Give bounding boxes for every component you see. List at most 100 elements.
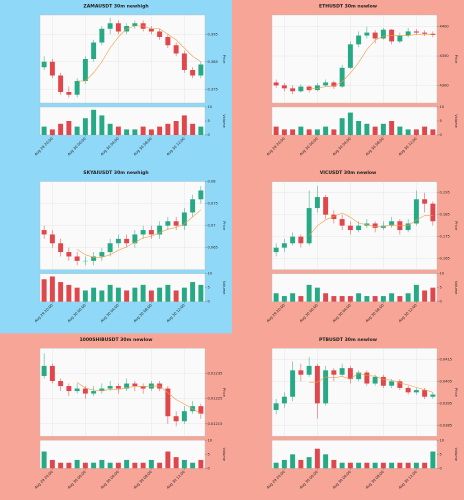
volume-bar bbox=[430, 451, 436, 469]
volume-bar bbox=[405, 462, 411, 469]
candle-body bbox=[132, 234, 138, 244]
volume-axis-label: Volume bbox=[454, 281, 458, 295]
y-tick-label: 0.07 bbox=[208, 224, 216, 228]
candle-body bbox=[115, 238, 121, 244]
candle-body bbox=[364, 372, 370, 384]
volume-bar bbox=[306, 457, 312, 469]
candle-body bbox=[339, 368, 345, 375]
y-tick-label: 0.0385 bbox=[440, 423, 453, 427]
candle-body bbox=[380, 376, 386, 386]
volume-bar bbox=[140, 284, 146, 302]
volume-bar bbox=[140, 126, 146, 135]
chart-title: 1000SHIBUSDT 30m newlow bbox=[79, 337, 153, 343]
volume-axis-label: Volume bbox=[454, 448, 458, 462]
volume-bar bbox=[314, 287, 320, 302]
volume-bar bbox=[165, 123, 171, 135]
y-tick-label: 0.075 bbox=[208, 202, 218, 206]
candle-body bbox=[157, 225, 163, 235]
candle-body bbox=[173, 416, 179, 422]
candle-body bbox=[148, 28, 154, 32]
y-tick-label: 0.01235 bbox=[208, 371, 223, 375]
candle-body bbox=[41, 61, 47, 68]
volume-bar bbox=[140, 462, 146, 469]
volume-bar bbox=[364, 296, 370, 302]
volume-bar bbox=[157, 462, 163, 469]
moving-average bbox=[76, 209, 202, 258]
candle-body bbox=[281, 85, 287, 89]
candle-body bbox=[49, 365, 55, 382]
volume-bar bbox=[181, 115, 187, 135]
candle-body bbox=[380, 29, 386, 39]
volume-bar bbox=[281, 459, 287, 469]
candle-body bbox=[198, 190, 204, 200]
volume-bar bbox=[430, 287, 436, 302]
volume-bar bbox=[413, 284, 419, 302]
candle-body bbox=[331, 370, 337, 375]
volume-bar bbox=[148, 290, 154, 302]
candle-body bbox=[41, 230, 47, 235]
y-tick-label: 0.0405 bbox=[440, 379, 453, 383]
candle-body bbox=[372, 376, 378, 384]
volume-tick-label: 10 bbox=[208, 105, 213, 109]
volume-tick-label: 0 bbox=[440, 300, 443, 304]
volume-axis-label: Volume bbox=[222, 114, 226, 128]
candle-body bbox=[430, 394, 436, 397]
candle-body bbox=[339, 219, 345, 226]
candle-body bbox=[422, 390, 428, 397]
plot-area bbox=[271, 14, 438, 104]
candle-body bbox=[389, 221, 395, 226]
y-tick-label: 4400 bbox=[440, 25, 450, 29]
volume-bar bbox=[173, 457, 179, 469]
volume-bar bbox=[405, 129, 411, 135]
volume-bar bbox=[323, 454, 329, 469]
volume-bar bbox=[422, 290, 428, 302]
y-tick-label: 0.375 bbox=[208, 87, 218, 91]
volume-bar bbox=[82, 462, 88, 469]
volume-bar bbox=[331, 296, 337, 302]
volume-bar bbox=[107, 123, 113, 135]
volume-tick-label: 5 bbox=[208, 452, 210, 456]
volume-bar bbox=[273, 293, 279, 302]
candle-body bbox=[314, 197, 320, 209]
volume-bar bbox=[273, 462, 279, 469]
volume-bar bbox=[82, 290, 88, 302]
volume-bar bbox=[389, 121, 395, 135]
volume-bar bbox=[323, 126, 329, 135]
volume-bar bbox=[99, 459, 105, 469]
candle-body bbox=[339, 67, 345, 87]
volume-bar bbox=[430, 129, 436, 135]
volume-bar bbox=[107, 462, 113, 469]
y-tick-label: 0.01225 bbox=[208, 397, 223, 401]
volume-bar bbox=[124, 290, 130, 302]
volume-bar bbox=[58, 282, 64, 302]
volume-bar bbox=[422, 126, 428, 135]
y-axis-label: Price bbox=[222, 221, 226, 231]
volume-axis-label: Volume bbox=[222, 448, 226, 462]
volume-bar bbox=[91, 109, 97, 135]
volume-bar bbox=[397, 296, 403, 302]
volume-bar bbox=[198, 126, 204, 135]
volume-bar bbox=[132, 287, 138, 302]
volume-bar bbox=[380, 462, 386, 469]
volume-bar bbox=[314, 129, 320, 135]
y-axis-label: Price bbox=[454, 221, 458, 231]
candle-body bbox=[397, 35, 403, 42]
candle-body bbox=[372, 223, 378, 228]
y-tick-label: 0.165 bbox=[440, 257, 450, 261]
volume-bar bbox=[91, 462, 97, 469]
volume-bar bbox=[364, 462, 370, 469]
candle-body bbox=[107, 386, 113, 389]
volume-bar bbox=[413, 129, 419, 135]
candle-body bbox=[422, 32, 428, 34]
moving-average bbox=[308, 212, 433, 236]
y-tick-label: 4350 bbox=[440, 54, 450, 58]
volume-axis-label: Volume bbox=[454, 114, 458, 128]
volume-bar bbox=[157, 287, 163, 302]
candle-body bbox=[298, 236, 304, 244]
y-tick-label: 0.0395 bbox=[440, 401, 453, 405]
candle-body bbox=[273, 82, 279, 86]
volume-bar bbox=[372, 126, 378, 135]
volume-bar bbox=[41, 451, 47, 469]
candle-body bbox=[372, 32, 378, 39]
volume-bar bbox=[298, 459, 304, 469]
